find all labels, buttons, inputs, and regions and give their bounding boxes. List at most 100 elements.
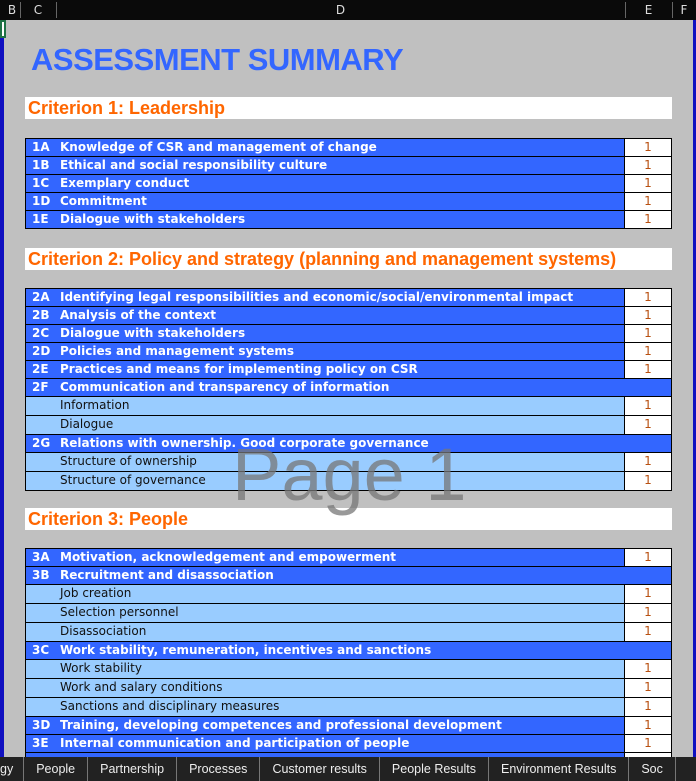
sheet-tab[interactable]: Customer results [260, 757, 380, 781]
row-label-cell[interactable]: Disassociation [26, 623, 624, 641]
row-label-cell[interactable]: 1A Knowledge of CSR and management of cha… [26, 139, 624, 156]
row-label-cell[interactable]: 3E Internal communication and participati… [26, 735, 624, 752]
table-row[interactable]: 1E Dialogue with stakeholders 1 [26, 211, 671, 229]
score-cell[interactable]: 1 [624, 679, 671, 697]
table-row[interactable]: Job creation 1 [26, 585, 671, 604]
table-row[interactable]: 2F Communication and transparency of info… [26, 379, 671, 397]
row-label-cell[interactable]: 2F Communication and transparency of info… [26, 379, 671, 396]
row-label-cell[interactable]: Work and salary conditions [26, 679, 624, 697]
score-cell[interactable]: 1 [624, 175, 671, 192]
row-label-cell[interactable]: 2A Identifying legal responsibilities and… [26, 289, 624, 306]
table-row[interactable]: 1B Ethical and social responsibility cult… [26, 157, 671, 175]
row-label-cell[interactable]: Selection personnel [26, 604, 624, 622]
score-cell[interactable]: 1 [624, 157, 671, 174]
row-code: 3B [32, 568, 50, 582]
row-label-cell[interactable]: 2E Practices and means for implementing p… [26, 361, 624, 378]
score-cell[interactable]: 1 [624, 604, 671, 622]
row-label-cell[interactable]: 3D Training, developing competences and p… [26, 717, 624, 734]
row-label-cell[interactable]: Structure of ownership [26, 453, 624, 471]
score-cell[interactable]: 1 [624, 585, 671, 603]
row-label-cell[interactable]: 3C Work stability, remuneration, incentiv… [26, 642, 671, 659]
score-cell[interactable]: 1 [624, 472, 671, 490]
row-code: 3E [32, 736, 49, 750]
selected-cell[interactable] [0, 20, 6, 38]
table-row[interactable]: Disassociation 1 [26, 623, 671, 642]
table-row[interactable]: 2B Analysis of the context 1 [26, 307, 671, 325]
table-row[interactable]: 3A Motivation, acknowledgement and empowe… [26, 549, 671, 567]
score-cell[interactable]: 1 [624, 193, 671, 210]
row-label-cell[interactable]: 2B Analysis of the context [26, 307, 624, 324]
table-row[interactable]: 3D Training, developing competences and p… [26, 717, 671, 735]
row-label-cell[interactable]: Sanctions and disciplinary measures [26, 698, 624, 716]
score-cell[interactable]: 1 [624, 211, 671, 228]
score-cell[interactable]: 1 [624, 397, 671, 415]
row-label-cell[interactable]: 3A Motivation, acknowledgement and empowe… [26, 549, 624, 566]
row-label-cell[interactable]: 2C Dialogue with stakeholders [26, 325, 624, 342]
table-row[interactable]: Sanctions and disciplinary measures 1 [26, 698, 671, 717]
sheet-tab[interactable]: Environment Results [489, 757, 630, 781]
row-label-cell[interactable]: 1B Ethical and social responsibility cult… [26, 157, 624, 174]
table-row[interactable]: 2C Dialogue with stakeholders 1 [26, 325, 671, 343]
table-row[interactable]: 2E Practices and means for implementing p… [26, 361, 671, 379]
score-cell[interactable]: 1 [624, 453, 671, 471]
row-label-cell[interactable]: Work stability [26, 660, 624, 678]
table-row[interactable]: 2A Identifying legal responsibilities and… [26, 289, 671, 307]
score-cell[interactable]: 1 [624, 660, 671, 678]
score-cell[interactable]: 1 [624, 549, 671, 566]
table-row[interactable]: Dialogue 1 [26, 416, 671, 435]
row-label-cell[interactable]: Dialogue [26, 416, 624, 434]
sheet-tab[interactable]: People Results [380, 757, 489, 781]
row-label: Work and salary conditions [60, 680, 223, 694]
table-row[interactable]: Structure of governance 1 [26, 472, 671, 491]
score-cell[interactable]: 1 [624, 416, 671, 434]
score-cell[interactable]: 1 [624, 717, 671, 734]
sheet-tab[interactable]: Partnership [88, 757, 178, 781]
row-label: Dialogue [60, 417, 114, 431]
row-label-cell[interactable]: 1C Exemplary conduct [26, 175, 624, 192]
score-cell[interactable]: 1 [624, 698, 671, 716]
row-label-cell[interactable]: 3B Recruitment and disassociation [26, 567, 671, 584]
table-row[interactable]: 1C Exemplary conduct 1 [26, 175, 671, 193]
score-cell[interactable]: 1 [624, 735, 671, 752]
row-label-cell[interactable]: 1D Commitment [26, 193, 624, 210]
column-header-d[interactable]: D [335, 3, 346, 17]
row-label: Work stability [60, 661, 142, 675]
score-cell[interactable]: 1 [624, 343, 671, 360]
row-label-cell[interactable]: Job creation [26, 585, 624, 603]
row-label-cell[interactable]: 2G Relations with ownership. Good corpora… [26, 435, 671, 452]
table-row[interactable]: 1A Knowledge of CSR and management of cha… [26, 139, 671, 157]
column-header-c[interactable]: C [33, 3, 43, 17]
column-header-e[interactable]: E [644, 3, 653, 17]
column-header-f[interactable]: F [680, 3, 688, 17]
table-row[interactable]: Selection personnel 1 [26, 604, 671, 623]
table-row[interactable]: 3C Work stability, remuneration, incentiv… [26, 642, 671, 660]
score-cell[interactable]: 1 [624, 289, 671, 306]
sheet-tab[interactable]: gy [0, 757, 25, 781]
table-row[interactable]: Structure of ownership 1 [26, 453, 671, 472]
table-row[interactable]: 1D Commitment 1 [26, 193, 671, 211]
table-row[interactable]: 3B Recruitment and disassociation [26, 567, 671, 585]
table-row[interactable]: Work and salary conditions 1 [26, 679, 671, 698]
row-label: Relations with ownership. Good corporate… [60, 436, 429, 450]
table-row[interactable]: 3E Internal communication and participati… [26, 735, 671, 753]
row-label-cell[interactable]: 2D Policies and management systems [26, 343, 624, 360]
column-header-b[interactable]: B [7, 3, 17, 17]
score-cell[interactable]: 1 [624, 623, 671, 641]
row-label: Dialogue with stakeholders [60, 212, 246, 226]
sheet-tab[interactable]: Processes [177, 757, 261, 781]
sheet-tab[interactable]: Soc [629, 757, 676, 781]
score-cell[interactable]: 1 [624, 325, 671, 342]
row-label: Selection personnel [60, 605, 179, 619]
sheet-tab[interactable]: People [24, 757, 89, 781]
score-cell[interactable]: 1 [624, 361, 671, 378]
table-row[interactable]: 2G Relations with ownership. Good corpora… [26, 435, 671, 453]
table-row[interactable]: Work stability 1 [26, 660, 671, 679]
row-label-cell[interactable]: 1E Dialogue with stakeholders [26, 211, 624, 228]
table-row[interactable]: 2D Policies and management systems 1 [26, 343, 671, 361]
table-row[interactable]: Information 1 [26, 397, 671, 416]
score-cell[interactable]: 1 [624, 139, 671, 156]
row-label-cell[interactable]: Information [26, 397, 624, 415]
row-label: Analysis of the context [60, 308, 216, 322]
score-cell[interactable]: 1 [624, 307, 671, 324]
row-label-cell[interactable]: Structure of governance [26, 472, 624, 490]
